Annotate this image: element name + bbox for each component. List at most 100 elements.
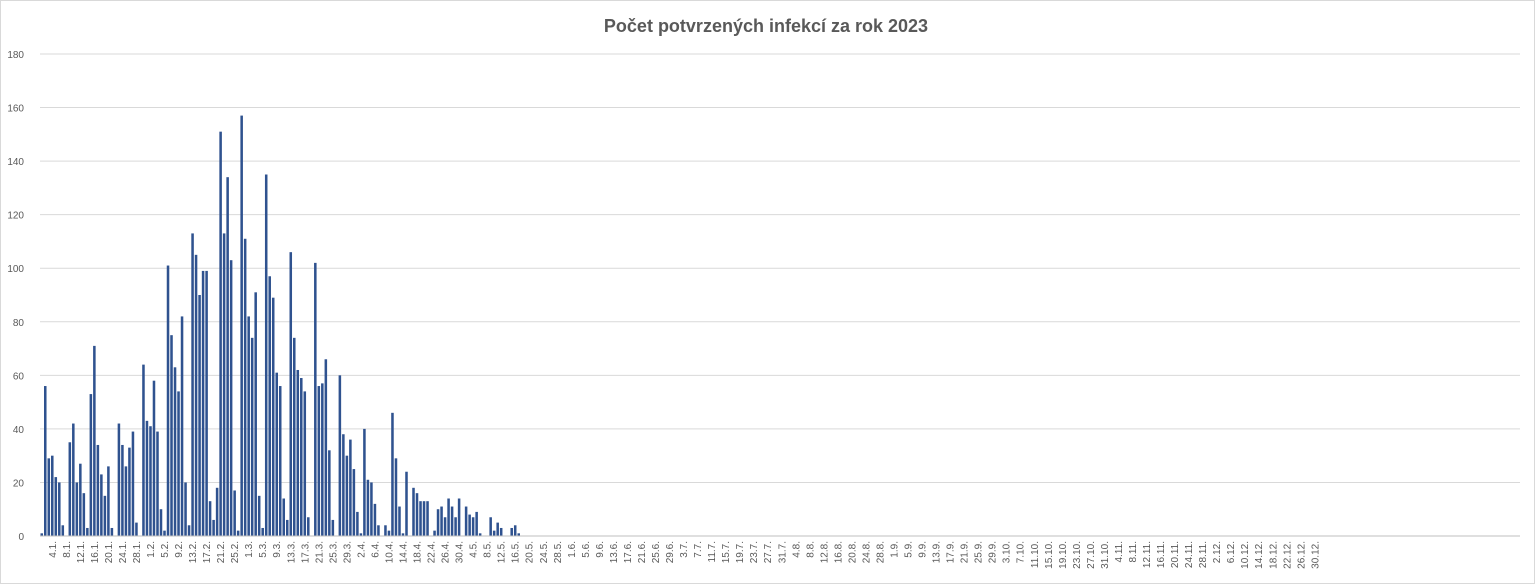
x-tick-label: 16.5. xyxy=(511,541,522,563)
bar xyxy=(61,525,65,536)
bar xyxy=(349,439,352,536)
bar xyxy=(236,530,240,536)
x-tick-label: 25.9. xyxy=(974,541,985,563)
y-tick-label: 20 xyxy=(13,478,25,489)
gridlines xyxy=(40,53,1520,537)
x-tick-label: 25.2. xyxy=(230,541,241,563)
bar xyxy=(257,495,261,536)
bar xyxy=(254,292,257,536)
bar xyxy=(359,533,363,536)
bar xyxy=(293,337,296,536)
x-tick-label: 24.1. xyxy=(118,541,129,563)
bar xyxy=(307,517,310,536)
x-tick-label: 15.7. xyxy=(721,541,732,563)
bar xyxy=(250,337,254,536)
bar xyxy=(496,522,499,536)
bar xyxy=(450,506,454,536)
bar xyxy=(454,517,457,536)
bar xyxy=(422,501,426,536)
bar xyxy=(412,487,415,536)
x-tick-label: 21.3. xyxy=(314,541,325,563)
x-tick-label: 23.10. xyxy=(1072,541,1083,569)
bar xyxy=(342,434,345,536)
bar xyxy=(75,482,79,536)
x-tick-label: 7.10. xyxy=(1016,541,1027,563)
bar xyxy=(300,378,303,536)
x-tick-label: 19.7. xyxy=(735,541,746,563)
x-tick-label: 26.12. xyxy=(1296,541,1307,569)
bar xyxy=(215,487,219,536)
bar xyxy=(436,509,440,536)
bar xyxy=(68,442,72,536)
x-tick-label: 29.6. xyxy=(665,541,676,563)
bar xyxy=(289,252,293,536)
bar xyxy=(54,477,58,536)
x-tick-label: 25.3. xyxy=(328,541,339,563)
x-tick-label: 19.10. xyxy=(1058,541,1069,569)
x-tick-label: 8.11. xyxy=(1128,541,1139,563)
x-tick-label: 24.5. xyxy=(539,541,550,563)
x-tick-label: 12.5. xyxy=(497,541,508,563)
bar xyxy=(72,423,75,536)
bar xyxy=(296,369,300,536)
bar xyxy=(426,501,429,536)
bar xyxy=(226,177,229,536)
bar xyxy=(222,233,226,536)
bar xyxy=(391,412,394,536)
bar xyxy=(163,530,166,536)
x-tick-label: 4.5. xyxy=(469,541,480,558)
bar xyxy=(345,455,349,536)
x-tick-label: 1.3. xyxy=(244,541,255,558)
bars xyxy=(40,115,520,536)
bar xyxy=(285,519,289,536)
x-tick-label: 9.9. xyxy=(918,541,929,558)
x-tick-label: 30.12. xyxy=(1310,541,1321,569)
bar xyxy=(513,525,517,536)
x-tick-label: 5.6. xyxy=(581,541,592,558)
x-tick-label: 8.1. xyxy=(62,541,73,558)
x-tick-label: 24.8. xyxy=(861,541,872,563)
x-tick-label: 17.2. xyxy=(202,541,213,563)
bar xyxy=(478,533,482,536)
x-tick-label: 20.11. xyxy=(1170,541,1181,568)
bar xyxy=(156,431,159,536)
x-tick-label: 5.3. xyxy=(258,541,269,558)
bar xyxy=(387,530,391,536)
bar xyxy=(415,493,419,536)
bar xyxy=(131,431,135,536)
x-tick-label: 14.4. xyxy=(398,541,409,563)
bar xyxy=(247,316,250,536)
x-tick-label: 21.2. xyxy=(216,541,227,563)
y-tick-label: 120 xyxy=(7,211,24,222)
x-tick-label: 10.4. xyxy=(384,541,395,563)
bar xyxy=(124,466,128,536)
bar xyxy=(492,530,496,536)
bar xyxy=(366,479,370,536)
x-tick-label: 9.3. xyxy=(272,541,283,558)
bar xyxy=(107,466,110,536)
bar xyxy=(177,391,180,536)
x-tick-label: 25.6. xyxy=(651,541,662,563)
x-tick-label: 21.9. xyxy=(960,541,971,563)
x-tick-label: 4.1. xyxy=(48,541,59,558)
bar xyxy=(145,420,149,536)
bar xyxy=(96,444,100,536)
bar xyxy=(194,254,198,536)
bar xyxy=(212,519,215,536)
bar xyxy=(314,262,317,536)
bar xyxy=(317,386,321,536)
x-tick-label: 6.12. xyxy=(1226,541,1237,563)
x-tick-label: 3.10. xyxy=(1002,541,1013,563)
bar xyxy=(243,238,247,536)
y-tick-label: 100 xyxy=(7,264,24,275)
bar xyxy=(433,530,436,536)
y-tick-label: 80 xyxy=(13,318,25,329)
x-tick-label: 15.10. xyxy=(1044,541,1055,569)
x-tick-label: 13.2. xyxy=(188,541,199,563)
y-tick-label: 60 xyxy=(13,371,25,382)
bar xyxy=(219,131,222,536)
bar xyxy=(180,316,184,536)
bar xyxy=(170,335,173,536)
x-tick-label: 9.2. xyxy=(174,541,185,558)
